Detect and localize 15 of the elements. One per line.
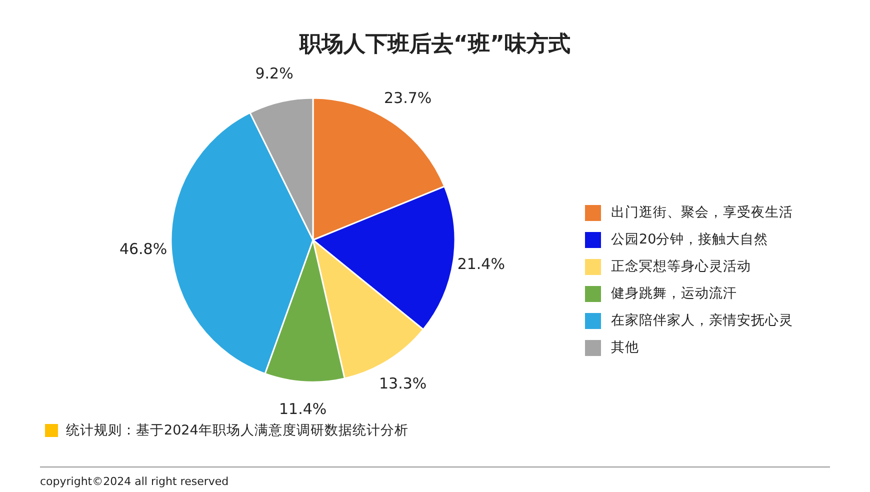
data-label: 9.2%: [255, 64, 294, 83]
data-label: 21.4%: [457, 255, 505, 274]
text: copyright©2024 all right reserved: [40, 475, 229, 488]
legend-label: 在家陪伴家人，亲情安抚心灵: [611, 312, 793, 329]
legend-label: 正念冥想等身心灵活动: [611, 258, 751, 275]
data-label: 13.3%: [379, 374, 427, 392]
legend-label: 健身跳舞，运动流汗: [611, 286, 737, 302]
legend-label: 其他: [611, 340, 639, 356]
data-label: 46.8%: [119, 240, 168, 258]
chart-title: 职场人下班后去“班”味方式: [298, 31, 570, 58]
legend-label: 出门逛街、聚会，享受夜生活: [611, 204, 793, 221]
data-label: 23.7%: [384, 89, 432, 108]
text: 统计规则：基于2024年职场人满意度调研数据统计分析: [66, 422, 408, 439]
legend-label: 公园20分钟，接触大自然: [611, 232, 768, 248]
data-label: 11.4%: [278, 400, 327, 418]
